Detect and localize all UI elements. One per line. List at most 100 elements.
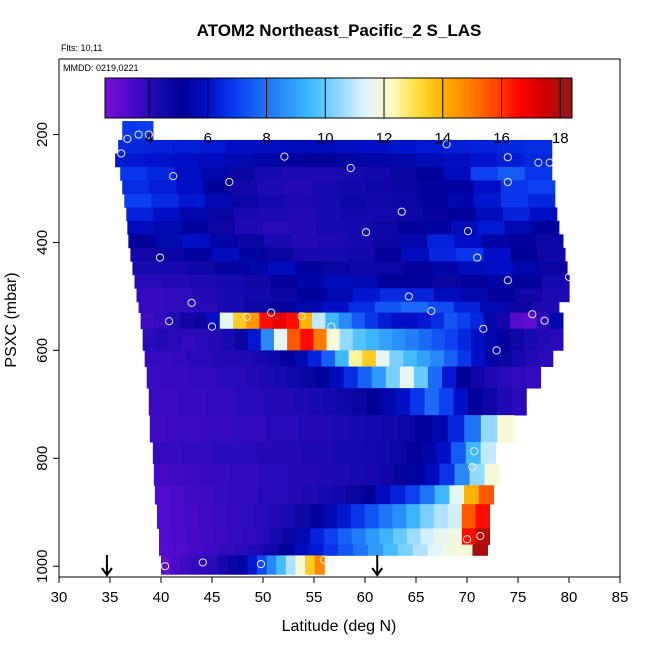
heatmap-cell — [178, 193, 206, 208]
heatmap-cell — [424, 388, 440, 416]
heatmap-cell — [160, 366, 176, 389]
y-tick-label: 600 — [34, 338, 51, 363]
data-marker — [256, 559, 266, 569]
heatmap-cell — [289, 220, 317, 235]
heatmap-cell — [473, 180, 502, 195]
heatmap-cell — [447, 415, 465, 443]
heatmap-cell — [461, 528, 477, 546]
heatmap-cell — [412, 544, 429, 556]
heatmap-cell — [295, 555, 306, 575]
heatmap-cell — [244, 288, 273, 303]
heatmap-cell — [206, 312, 221, 330]
heatmap-cell — [280, 350, 295, 367]
colorbar-swatch — [285, 78, 290, 118]
heatmap-cell — [284, 180, 313, 195]
heatmap-cell — [460, 274, 489, 289]
data-marker — [564, 272, 574, 282]
heatmap-cell — [163, 288, 192, 303]
colorbar-swatch — [344, 78, 348, 118]
y-axis-label: PSXC (mbar) — [3, 272, 20, 367]
heatmap-cell — [406, 442, 422, 465]
heatmap-cell — [270, 274, 299, 289]
heatmap-cell — [287, 207, 316, 222]
heatmap-cell — [392, 504, 407, 529]
heatmap-cell — [382, 544, 399, 556]
heatmap-cell — [450, 442, 467, 465]
colorbar-swatch — [361, 78, 366, 118]
heatmap-cell — [362, 350, 377, 367]
heatmap-cell — [312, 312, 326, 330]
colorbar-swatch — [283, 78, 287, 118]
heatmap-cell — [183, 463, 200, 486]
heatmap-cell — [401, 301, 429, 313]
heatmap-cell — [308, 166, 337, 181]
heatmap-cell — [397, 544, 414, 556]
heatmap-cell — [182, 328, 196, 351]
heatmap-cell — [391, 312, 406, 330]
heatmap-cell — [309, 504, 324, 529]
data-marker — [134, 130, 143, 139]
colorbar-swatch — [166, 78, 170, 118]
heatmap-cell — [484, 350, 499, 367]
colorbar-swatch — [186, 78, 191, 118]
colorbar-swatch — [113, 78, 118, 118]
heatmap-cell — [267, 504, 283, 529]
heatmap-cell — [278, 544, 294, 556]
heatmap-cell — [343, 366, 359, 389]
colorbar-swatch — [271, 78, 275, 118]
colorbar-swatch — [464, 78, 468, 118]
data-marker — [503, 177, 512, 187]
heatmap-cell — [399, 234, 428, 249]
heatmap-cell — [149, 180, 177, 195]
heatmap-cell — [231, 366, 246, 389]
heatmap-cell — [465, 442, 482, 465]
colorbar-swatch — [455, 78, 459, 118]
heatmap-cell — [193, 312, 208, 330]
heatmap-cell — [214, 528, 229, 546]
heatmap-cell — [209, 555, 220, 575]
heatmap-cell — [368, 207, 396, 222]
heatmap-cell — [446, 180, 475, 195]
colorbar-swatch — [566, 78, 570, 118]
heatmap-cell — [464, 485, 480, 505]
heatmap-cell — [237, 555, 248, 575]
heatmap-cell — [395, 207, 423, 222]
colorbar-swatch — [431, 78, 436, 118]
heatmap-cell — [171, 350, 187, 367]
heatmap-cell — [346, 485, 362, 505]
heatmap-cell — [200, 528, 215, 546]
heatmap-cell — [266, 247, 294, 262]
heatmap-cell — [255, 528, 270, 546]
heatmap-cell — [470, 166, 499, 181]
heatmap-cell — [192, 388, 208, 416]
colorbar-swatch — [236, 78, 240, 118]
heatmap-cell — [366, 193, 394, 208]
heatmap-cell — [241, 528, 256, 546]
colorbar-swatch — [145, 78, 150, 118]
heatmap-cell — [186, 528, 201, 546]
heatmap-cell — [269, 528, 284, 546]
heatmap-cell — [226, 139, 255, 154]
heatmap-cell — [312, 193, 341, 208]
heatmap-cell — [525, 350, 540, 367]
heatmap-cell — [378, 312, 392, 330]
colorbar-swatch — [233, 78, 237, 118]
colorbar-swatch — [262, 78, 267, 118]
y-tick-label: 400 — [34, 230, 51, 255]
heatmap-cell — [435, 442, 452, 465]
heatmap-cell — [470, 366, 485, 389]
heatmap-cell — [213, 261, 242, 276]
heatmap-cell — [242, 442, 258, 465]
heatmap-cell — [215, 274, 244, 289]
heatmap-cell — [484, 328, 498, 351]
heatmap-cell — [376, 261, 405, 276]
colorbar-swatch — [399, 78, 404, 118]
heatmap-cell — [203, 544, 220, 556]
colorbar-swatch — [242, 78, 246, 118]
colorbar: 4 6 8 10 12 14 16 18 — [104, 77, 573, 147]
heatmap-cell — [481, 234, 510, 249]
y-tick-label: 800 — [34, 446, 51, 471]
heatmap-cell — [214, 463, 230, 486]
heatmap-cell — [217, 301, 245, 313]
data-marker — [144, 130, 153, 139]
